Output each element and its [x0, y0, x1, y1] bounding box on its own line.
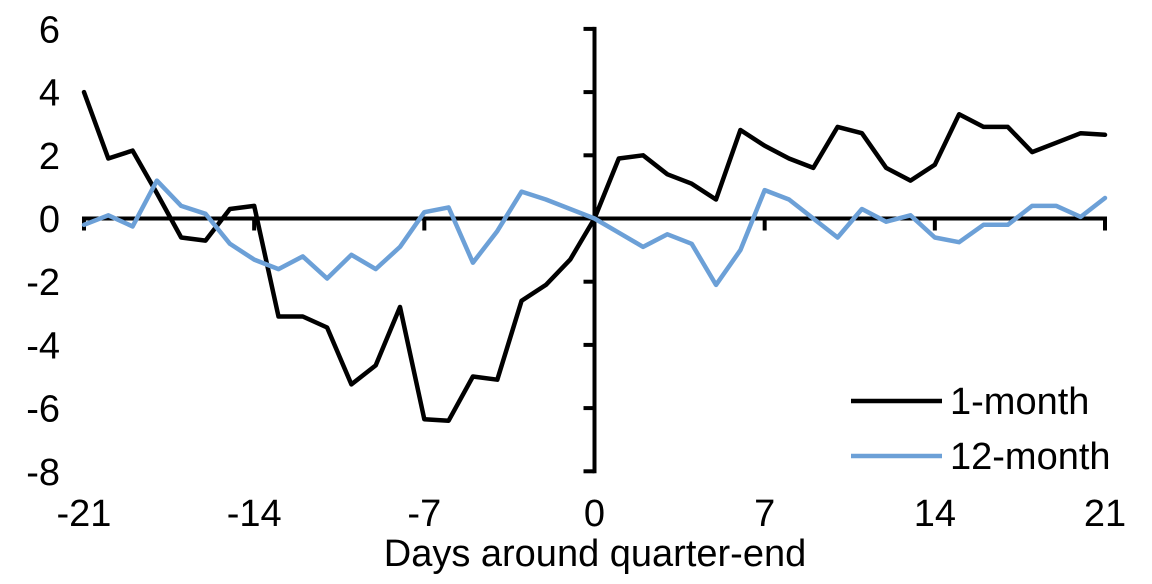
y-tick-label: 0: [39, 199, 60, 241]
x-tick-label: 21: [1084, 493, 1126, 535]
x-axis-title: Days around quarter-end: [384, 533, 806, 575]
x-tick-label: -21: [57, 493, 112, 535]
legend-label-1-month: 1-month: [950, 381, 1089, 423]
series-line-12-month: [81, 178, 1108, 288]
x-tick-label: -7: [407, 493, 441, 535]
y-tick-label: -4: [26, 325, 60, 367]
y-tick-label: 2: [39, 136, 60, 178]
y-tick-label: -6: [26, 389, 60, 431]
legend: 1-month 12-month: [851, 381, 1111, 478]
x-tick-label: 0: [584, 493, 605, 535]
y-tick-label: 6: [39, 9, 60, 51]
y-tick-label: -8: [26, 452, 60, 494]
y-tick-label: 4: [39, 73, 60, 115]
series-layer: [81, 89, 1108, 423]
x-tick-label: 7: [754, 493, 775, 535]
legend-label-12-month: 12-month: [950, 436, 1111, 478]
x-tick-label: -14: [227, 493, 282, 535]
x-tick-label: 14: [914, 493, 956, 535]
labels-layer: -21 -14 -7 0 7 14 21 6 4 2 0 -2 -4 -6 -8: [26, 9, 1126, 535]
y-tick-label: -2: [26, 262, 60, 304]
